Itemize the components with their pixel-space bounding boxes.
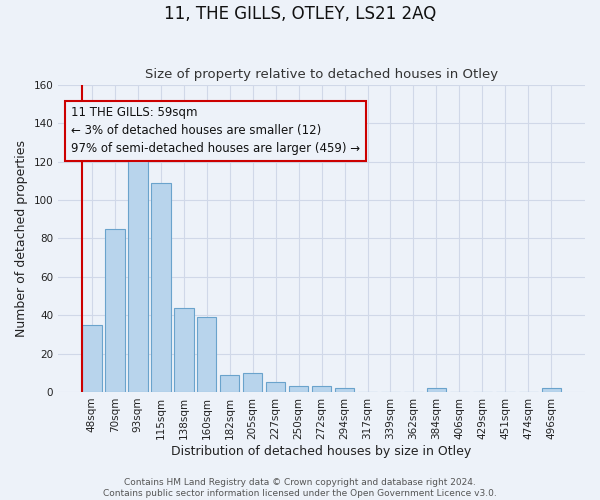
Bar bbox=[82, 325, 101, 392]
Bar bbox=[427, 388, 446, 392]
Text: Contains HM Land Registry data © Crown copyright and database right 2024.
Contai: Contains HM Land Registry data © Crown c… bbox=[103, 478, 497, 498]
Bar bbox=[266, 382, 286, 392]
Bar bbox=[335, 388, 355, 392]
Bar bbox=[174, 308, 194, 392]
Bar bbox=[105, 229, 125, 392]
Bar bbox=[128, 142, 148, 392]
Bar bbox=[220, 374, 239, 392]
Bar bbox=[312, 386, 331, 392]
Text: 11 THE GILLS: 59sqm
← 3% of detached houses are smaller (12)
97% of semi-detache: 11 THE GILLS: 59sqm ← 3% of detached hou… bbox=[71, 106, 361, 156]
Bar bbox=[151, 183, 170, 392]
X-axis label: Distribution of detached houses by size in Otley: Distribution of detached houses by size … bbox=[172, 444, 472, 458]
Bar bbox=[197, 317, 217, 392]
Title: Size of property relative to detached houses in Otley: Size of property relative to detached ho… bbox=[145, 68, 498, 81]
Y-axis label: Number of detached properties: Number of detached properties bbox=[15, 140, 28, 337]
Bar bbox=[289, 386, 308, 392]
Bar bbox=[542, 388, 561, 392]
Bar bbox=[243, 373, 262, 392]
Text: 11, THE GILLS, OTLEY, LS21 2AQ: 11, THE GILLS, OTLEY, LS21 2AQ bbox=[164, 5, 436, 23]
